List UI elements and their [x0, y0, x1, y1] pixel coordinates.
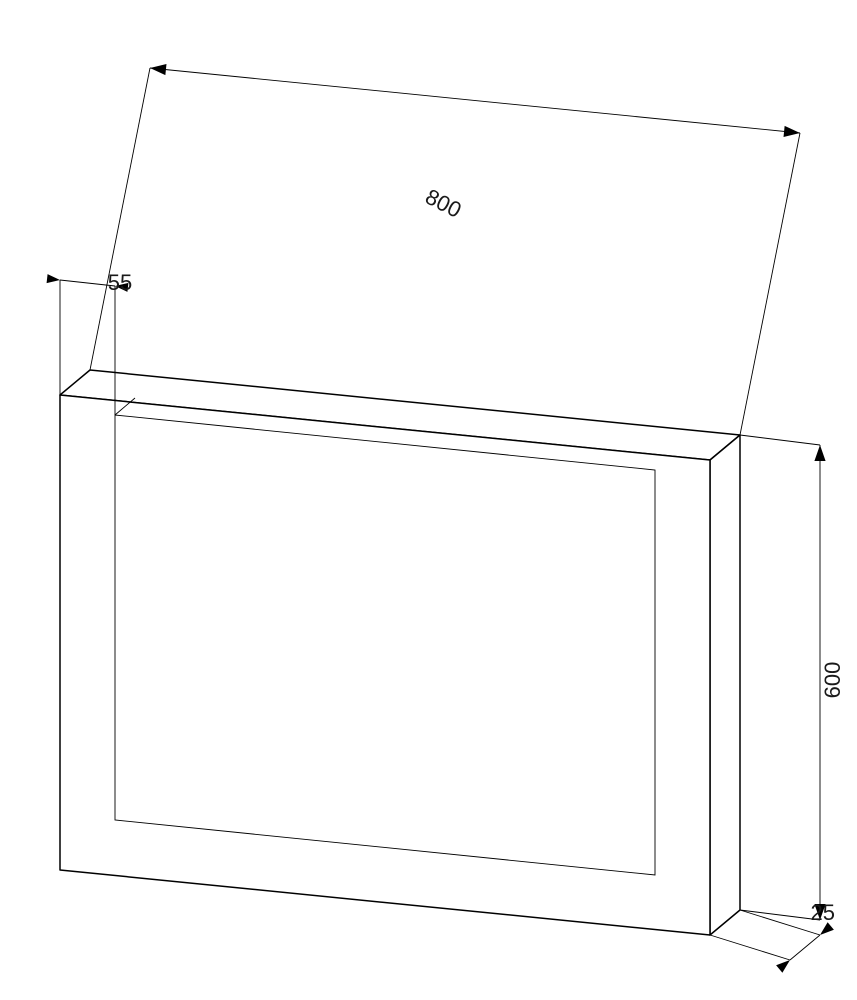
dim-line-depth	[790, 935, 820, 960]
dim-label-depth: 25	[811, 900, 835, 925]
dim-label-frame_inset: 55	[108, 270, 132, 295]
dim-line-inset	[60, 280, 115, 286]
dim-label-width: 800	[421, 184, 465, 223]
dim-line-width	[150, 68, 800, 133]
panel-side-face	[710, 435, 740, 935]
dimension-drawing: 800 600 25 55	[0, 0, 857, 1000]
panel-front-face	[60, 395, 710, 935]
dim-label-height: 600	[820, 662, 845, 699]
